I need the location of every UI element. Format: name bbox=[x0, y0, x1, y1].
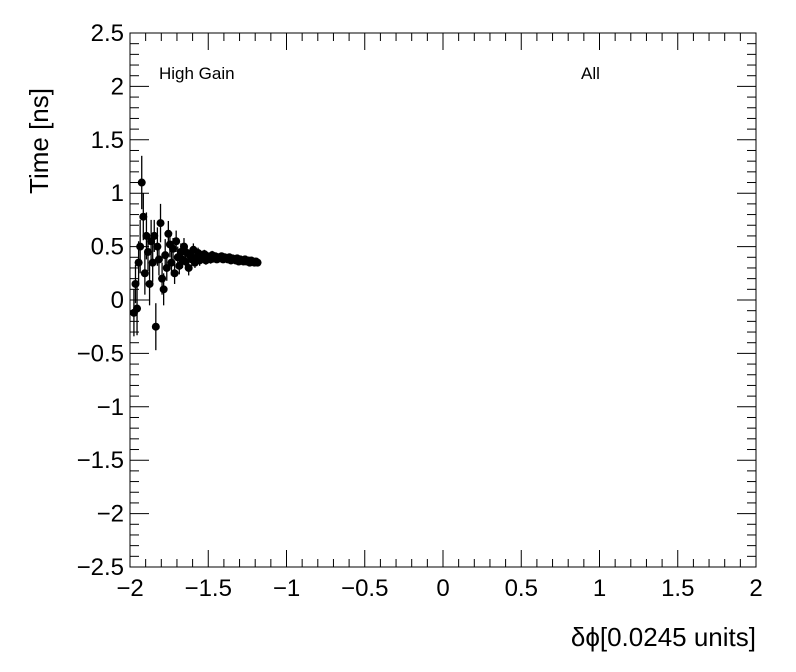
annotation-high-gain: High Gain bbox=[159, 64, 235, 83]
y-tick-label: −1 bbox=[97, 394, 124, 421]
data-point bbox=[170, 269, 179, 278]
data-point bbox=[133, 304, 142, 313]
data-point bbox=[167, 258, 176, 267]
data-point bbox=[142, 231, 151, 240]
x-tick-label: −0.5 bbox=[341, 575, 388, 602]
data-point bbox=[161, 251, 170, 260]
data-point bbox=[139, 212, 148, 221]
data-point bbox=[156, 219, 165, 228]
x-tick-label: 2 bbox=[749, 575, 762, 602]
data-point bbox=[159, 285, 168, 294]
y-tick-label: 1 bbox=[111, 180, 124, 207]
data-point bbox=[175, 261, 184, 270]
axis-ticks bbox=[129, 32, 757, 568]
data-point bbox=[151, 322, 160, 331]
data-point bbox=[179, 242, 188, 251]
data-point bbox=[169, 244, 178, 253]
data-point bbox=[150, 231, 159, 240]
y-tick-label: −1.5 bbox=[77, 447, 124, 474]
y-tick-label: 1.5 bbox=[91, 127, 124, 154]
y-tick-label: 0.5 bbox=[91, 234, 124, 261]
data-point bbox=[184, 263, 193, 272]
data-point bbox=[148, 258, 157, 267]
data-point bbox=[145, 279, 154, 288]
x-tick-label: −1.5 bbox=[185, 575, 232, 602]
data-point bbox=[162, 263, 171, 272]
y-axis-title: Time [ns] bbox=[24, 88, 54, 194]
data-point bbox=[153, 242, 162, 251]
x-tick-label: −1 bbox=[273, 575, 300, 602]
x-axis-title: δϕ[0.0245 units] bbox=[571, 622, 756, 652]
data-point bbox=[131, 279, 140, 288]
y-tick-label: 0 bbox=[111, 287, 124, 314]
data-point bbox=[158, 274, 167, 283]
data-point bbox=[136, 242, 145, 251]
data-point bbox=[253, 258, 262, 267]
y-tick-label: −2 bbox=[97, 501, 124, 528]
data-markers bbox=[129, 178, 262, 331]
y-tick-label: −2.5 bbox=[77, 554, 124, 581]
x-tick-label: −2 bbox=[116, 575, 143, 602]
data-point bbox=[181, 257, 190, 266]
data-point bbox=[154, 255, 163, 264]
tick-labels: −2 −1.5 −1 −0.5 0 0.5 1 1.5 2−2.5−2−1.5−1−0.500.… bbox=[77, 20, 763, 602]
y-tick-label: 2 bbox=[111, 73, 124, 100]
data-point bbox=[140, 269, 149, 278]
data-point bbox=[172, 237, 181, 246]
annotation-all: All bbox=[581, 64, 600, 83]
x-tick-label: 1 bbox=[593, 575, 606, 602]
data-point bbox=[137, 178, 146, 187]
x-tick-label: 0.5 bbox=[505, 575, 538, 602]
y-tick-label: −0.5 bbox=[77, 340, 124, 367]
data-point bbox=[143, 247, 152, 256]
plot-border bbox=[129, 32, 757, 568]
x-tick-label: 1.5 bbox=[661, 575, 694, 602]
data-point bbox=[164, 229, 173, 238]
y-tick-label: 2.5 bbox=[91, 20, 124, 47]
plot-frame bbox=[129, 32, 757, 568]
x-tick-label: 0 bbox=[436, 575, 449, 602]
data-point bbox=[134, 258, 143, 267]
